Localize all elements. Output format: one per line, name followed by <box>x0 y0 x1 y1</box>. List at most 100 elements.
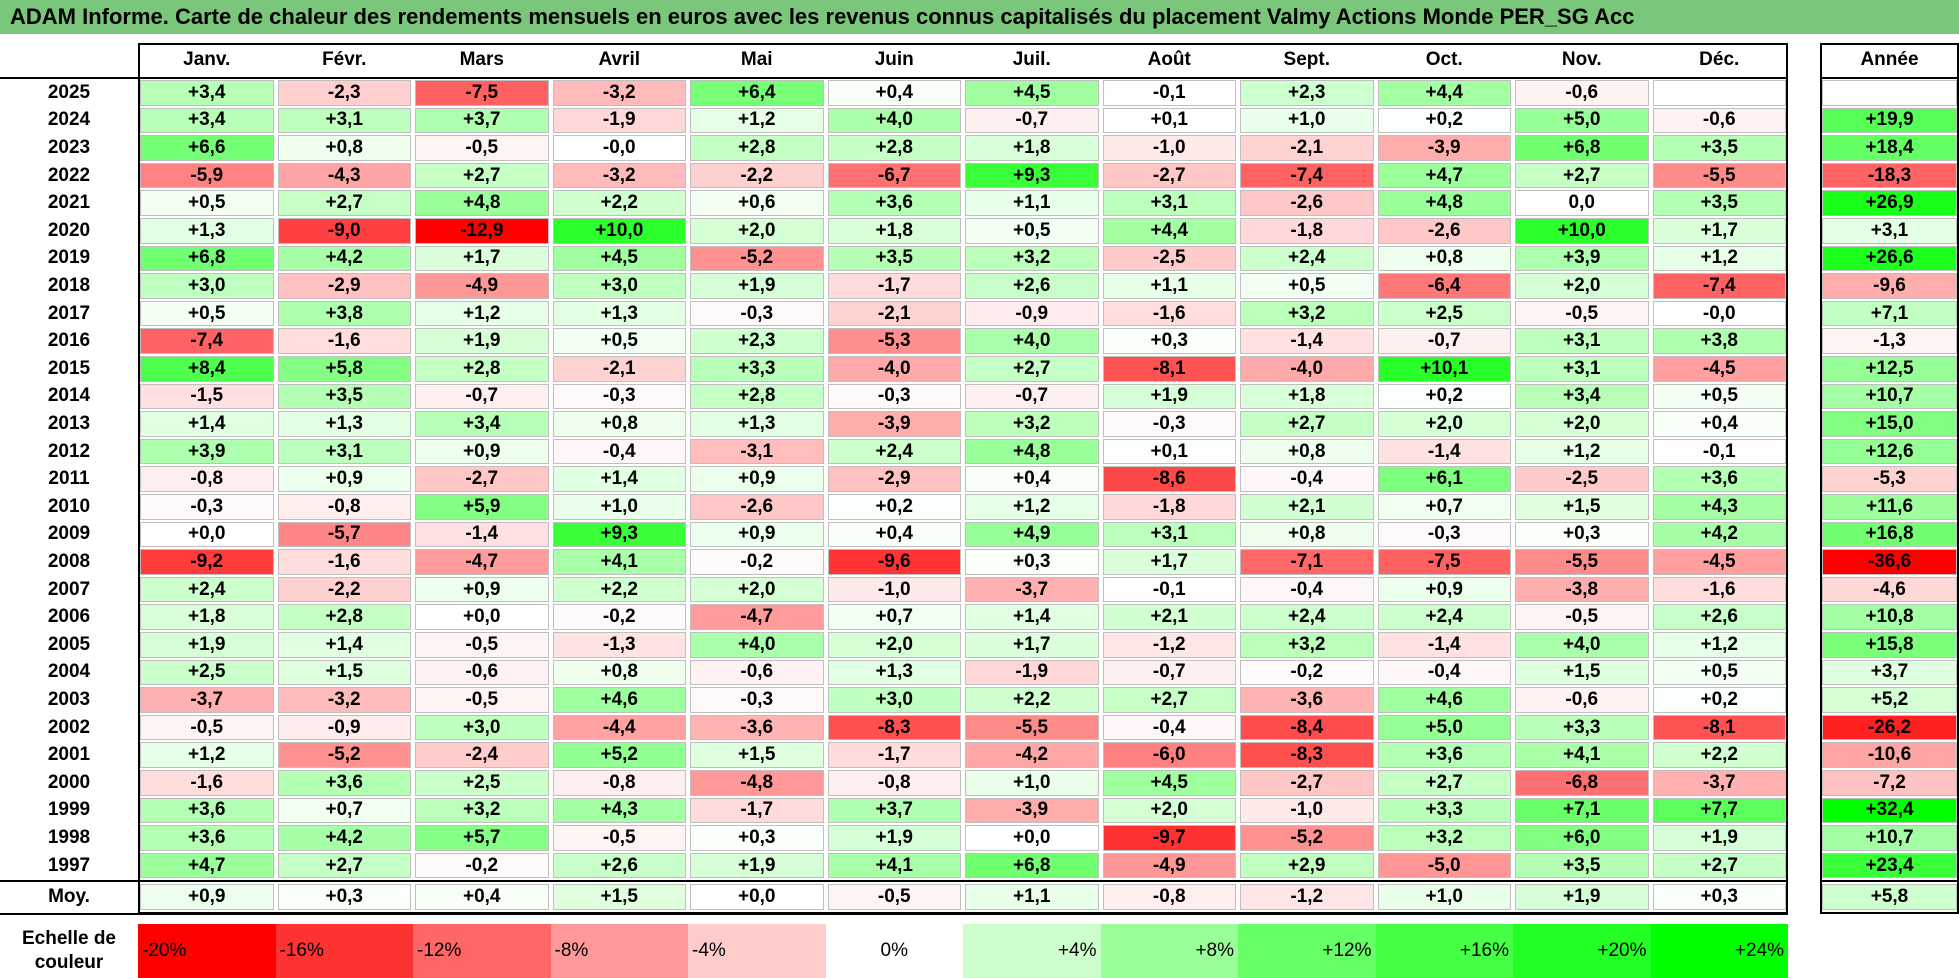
average-cell: +1,1 <box>965 884 1099 910</box>
heatmap-cell: +2,8 <box>690 383 824 410</box>
row-label: 2023 <box>47 136 91 158</box>
heatmap-cell: -0,6 <box>1515 80 1649 106</box>
heatmap-cell: -6,8 <box>1515 770 1649 796</box>
color-scale-swatch: +8% <box>1100 924 1238 978</box>
heatmap-cell: +4,7 <box>140 852 274 879</box>
heatmap-cell: +3,6 <box>1377 742 1511 768</box>
heatmap-cell: +1,2 <box>690 107 824 134</box>
column-header: Janv. <box>183 49 231 70</box>
heatmap-cell: -1,9 <box>965 659 1099 686</box>
annual-cell: +26,6 <box>1822 245 1957 272</box>
heatmap-cell: +1,2 <box>965 494 1099 520</box>
color-scale-swatch: +12% <box>1238 924 1376 978</box>
heatmap-cell: +1,9 <box>1102 383 1236 410</box>
heatmap-cell: -8,6 <box>1102 466 1236 492</box>
heatmap-cell: -2,5 <box>1515 466 1649 492</box>
heatmap-cell: -4,0 <box>1240 356 1374 382</box>
annual-cell: +11,6 <box>1822 494 1957 520</box>
heatmap-cell: -2,9 <box>277 273 411 299</box>
average-cell: +0,0 <box>690 884 824 910</box>
annual-cell: +10,8 <box>1822 604 1957 630</box>
heatmap-cell: +1,5 <box>690 742 824 768</box>
heatmap-cell: +0,2 <box>1652 687 1786 713</box>
annual-cell: +3,7 <box>1822 659 1957 686</box>
heatmap-cell: +2,4 <box>827 438 961 465</box>
heatmap-cell: +0,9 <box>277 466 411 492</box>
heatmap-cell: -2,5 <box>1102 245 1236 272</box>
heatmap-cell: +4,5 <box>965 80 1099 106</box>
heatmap-cell: +1,8 <box>965 135 1099 161</box>
heatmap-cell: +0,7 <box>1377 494 1511 520</box>
annual-cell: -18,3 <box>1822 162 1957 189</box>
heatmap-cell: +4,8 <box>965 438 1099 465</box>
heatmap-cell: -0,6 <box>1652 107 1786 134</box>
heatmap-cell: -0,2 <box>690 549 824 575</box>
heatmap-cell: +2,4 <box>1240 604 1374 630</box>
average-cell: +0,3 <box>277 884 411 910</box>
rule-line <box>1820 880 1959 882</box>
heatmap-cell: +4,2 <box>277 245 411 272</box>
color-scale-swatch: -4% <box>688 924 826 978</box>
heatmap-cell: +2,7 <box>277 190 411 216</box>
row-label: 1999 <box>47 799 91 821</box>
heatmap-cell: -4,7 <box>690 604 824 630</box>
heatmap-cell: +3,5 <box>277 383 411 410</box>
annual-cell: +3,1 <box>1822 218 1957 244</box>
heatmap-cell: +3,9 <box>1515 245 1649 272</box>
heatmap-cell: +3,1 <box>277 107 411 134</box>
heatmap-cell: -1,7 <box>827 273 961 299</box>
heatmap-cell: +0,5 <box>552 328 686 354</box>
heatmap-cell: +2,0 <box>1515 273 1649 299</box>
heatmap-cell: -3,1 <box>690 438 824 465</box>
heatmap-cell: +1,2 <box>140 742 274 768</box>
heatmap-cell: -2,2 <box>690 162 824 189</box>
heatmap-cell: +10,0 <box>552 218 686 244</box>
heatmap-cell: -0,6 <box>690 659 824 686</box>
heatmap-cell: +3,2 <box>1240 300 1374 327</box>
heatmap-cell: +2,0 <box>1102 797 1236 824</box>
heatmap-cell: +4,6 <box>552 687 686 713</box>
heatmap-cell: -5,2 <box>1240 825 1374 851</box>
heatmap-cell: +0,0 <box>415 604 549 630</box>
heatmap-cell: -5,5 <box>1652 162 1786 189</box>
heatmap-cell: +6,8 <box>140 245 274 272</box>
heatmap-cell: +0,3 <box>690 825 824 851</box>
heatmap-cell: +2,6 <box>1652 604 1786 630</box>
heatmap-cell: -8,1 <box>1652 714 1786 741</box>
heatmap-cell: -3,7 <box>1652 770 1786 796</box>
heatmap-cell: +3,6 <box>140 797 274 824</box>
heatmap-cell: +2,1 <box>1102 604 1236 630</box>
heatmap-cell: -3,7 <box>965 576 1099 603</box>
heatmap-cell: -1,7 <box>690 797 824 824</box>
heatmap-cell <box>1652 80 1786 106</box>
annual-cell: +32,4 <box>1822 797 1957 824</box>
heatmap-cell: +2,7 <box>1652 852 1786 879</box>
heatmap-cell: +2,8 <box>690 135 824 161</box>
heatmap-cell: -0,7 <box>1377 328 1511 354</box>
heatmap-cell: -5,2 <box>690 245 824 272</box>
heatmap-cell: -0,0 <box>1652 300 1786 327</box>
heatmap-cell: +0,5 <box>1240 273 1374 299</box>
heatmap-cell: +0,8 <box>277 135 411 161</box>
heatmap-cell: -0,4 <box>1102 714 1236 741</box>
heatmap-cell: -3,9 <box>827 411 961 437</box>
heatmap-cell: -4,3 <box>277 162 411 189</box>
heatmap-cell: -3,2 <box>277 687 411 713</box>
heatmap-cell: +0,1 <box>1102 107 1236 134</box>
rule-line <box>0 77 1788 79</box>
annual-cell: +15,0 <box>1822 411 1957 437</box>
heatmap-cell: +2,7 <box>1102 687 1236 713</box>
heatmap-cell: +0,9 <box>1377 576 1511 603</box>
color-scale-swatch: -8% <box>550 924 688 978</box>
heatmap-cell: -2,9 <box>827 466 961 492</box>
heatmap-cell: +3,3 <box>1377 797 1511 824</box>
column-header: Août <box>1147 49 1191 70</box>
heatmap-cell: +3,0 <box>415 714 549 741</box>
heatmap-cell: +3,6 <box>277 770 411 796</box>
heatmap-cell: +1,3 <box>552 300 686 327</box>
annual-cell: -26,2 <box>1822 714 1957 741</box>
heatmap-cell: -3,2 <box>552 162 686 189</box>
heatmap-cell: +1,9 <box>690 273 824 299</box>
column-header: Avril <box>598 49 641 70</box>
heatmap-cell: -0,3 <box>1102 411 1236 437</box>
